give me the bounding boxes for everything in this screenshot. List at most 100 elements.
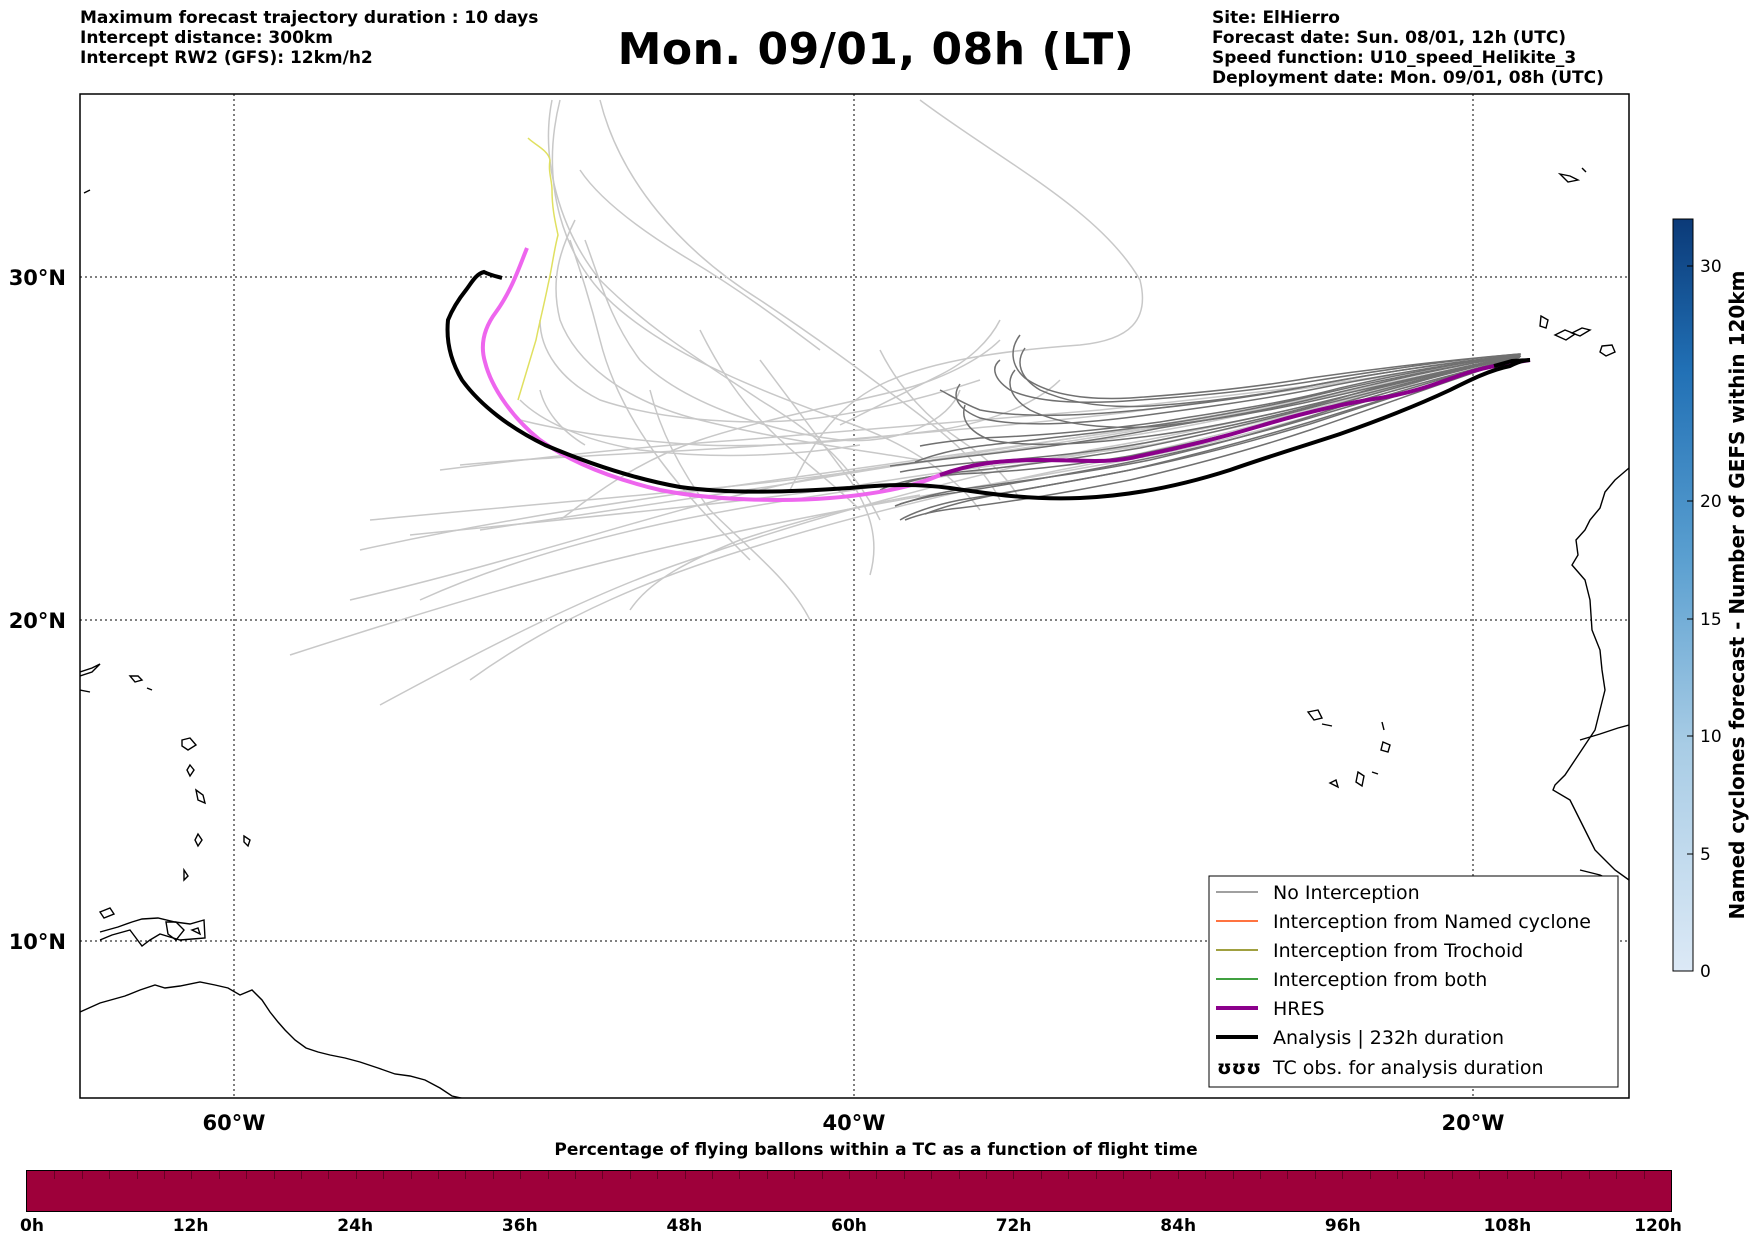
percentage-bar-division — [492, 1171, 494, 1179]
percentage-tick-12h: 12h — [172, 1216, 209, 1236]
percentage-bar-division — [355, 1171, 357, 1179]
legend-box — [1208, 875, 1619, 1088]
percentage-bar-division — [300, 1171, 302, 1179]
header-intercept-rw2: Intercept RW2 (GFS): 12km/h2 — [80, 48, 373, 68]
legend-label-trochoid: Interception from Trochoid — [1273, 940, 1523, 962]
island-cv-santo-antao — [1306, 709, 1324, 721]
island-barbados — [243, 834, 251, 848]
colorbar-tick-20: 20 — [1700, 492, 1722, 512]
island-puerto-rico — [128, 675, 144, 683]
coast-south-america — [80, 981, 465, 1098]
header-speed-function: Speed function: U10_speed_Helikite_3 — [1212, 48, 1577, 68]
legend-label-analysis: Analysis | 232h duration — [1273, 1027, 1504, 1049]
island-canary-gran — [1539, 314, 1549, 329]
lon-label-60w: 60°W — [203, 1111, 266, 1135]
percentage-bar-division — [465, 1171, 467, 1179]
percentage-bar-division — [1479, 1171, 1481, 1179]
header-site: Site: ElHierro — [1212, 8, 1340, 28]
header-forecast-date: Forecast date: Sun. 08/01, 12h (UTC) — [1212, 28, 1567, 48]
percentage-bar-division — [1588, 1171, 1590, 1179]
island-dominica — [186, 763, 195, 778]
percentage-bar-division — [1150, 1171, 1152, 1179]
percentage-bar-title: Percentage of flying ballons within a TC… — [554, 1140, 1198, 1160]
percentage-bar-division — [520, 1171, 522, 1179]
percentage-bar-division — [191, 1171, 193, 1179]
percentage-bar-division — [986, 1171, 987, 1179]
percentage-bar-division — [1177, 1171, 1179, 1179]
percentage-bar-division — [657, 1171, 659, 1179]
percentage-bar-division — [410, 1171, 412, 1179]
island-martinique — [194, 788, 207, 805]
percentage-tick-120h: 120h — [1634, 1216, 1682, 1236]
percentage-tick-36h: 36h — [501, 1216, 538, 1236]
colorbar-label: Named cyclones forecast - Number of GEFS… — [1725, 271, 1749, 920]
island-guadeloupe — [181, 737, 198, 751]
percentage-bar-division — [547, 1171, 549, 1179]
colorbar-ticks — [1687, 265, 1693, 972]
coast-africa-bissau — [1579, 724, 1629, 741]
island-cv-sao-vicente — [1321, 723, 1333, 727]
header-left-info: Maximum forecast trajectory duration : 1… — [80, 8, 538, 68]
percentage-bar-division — [574, 1171, 576, 1179]
latitude-labels: 30°N 20°N 10°N — [9, 266, 66, 954]
percentage-tick-48h: 48h — [666, 1216, 703, 1236]
island-madeira — [1557, 172, 1581, 183]
percentage-bar-division — [766, 1171, 768, 1179]
percentage-tick-60h: 60h — [831, 1216, 867, 1236]
header-right-info: Site: ElHierro Forecast date: Sun. 08/01… — [1212, 8, 1604, 88]
legend: No Interception Interception from Named … — [1208, 875, 1619, 1088]
island-cv-maio — [1371, 771, 1379, 775]
percentage-bar-division — [1369, 1171, 1371, 1179]
percentage-bar-division — [218, 1171, 220, 1179]
island-canary-tenerife — [1553, 329, 1577, 341]
lat-label-20n: 20°N — [9, 609, 66, 633]
percentage-tick-24h: 24h — [337, 1216, 374, 1236]
percentage-bar-division — [1643, 1171, 1645, 1179]
percentage-bar-division — [1040, 1171, 1042, 1179]
map-frame — [79, 93, 1630, 1099]
percentage-bar-division — [1424, 1171, 1426, 1179]
percentage-bar-division — [602, 1171, 604, 1179]
legend-symbol-tc-obs: ʊʊʊ — [1217, 1057, 1261, 1079]
percentage-bar-division — [1534, 1171, 1535, 1179]
island-porto-santo — [1581, 167, 1587, 173]
coast-caribbean-small — [80, 689, 91, 693]
colorbar-tick-0: 0 — [1700, 962, 1711, 982]
percentage-bar-division — [1095, 1171, 1097, 1179]
percentage-bar-division — [1232, 1171, 1234, 1179]
percentage-bar-division — [1506, 1171, 1508, 1179]
lat-label-30n: 30°N — [9, 266, 66, 290]
coast-cuba-edge — [80, 663, 101, 677]
percentage-bar-division — [273, 1171, 275, 1179]
percentage-bar-division — [1342, 1171, 1344, 1179]
colorbar-tick-30: 30 — [1700, 257, 1722, 277]
percentage-tick-108h: 108h — [1483, 1216, 1532, 1236]
percentage-bar-division — [794, 1171, 796, 1179]
ensemble-trajectories — [289, 99, 1473, 706]
header-intercept-distance: Intercept distance: 300km — [80, 28, 333, 48]
island-cv-boavista — [1380, 741, 1391, 753]
island-cv-fogo — [1328, 778, 1340, 789]
coast-africa — [1552, 467, 1629, 881]
colorbar: 0 5 10 15 20 30 Named cyclones forecast … — [1672, 218, 1749, 982]
percentage-bar-division — [163, 1171, 165, 1179]
island-trinidad — [165, 921, 185, 941]
percentage-bar-division — [684, 1171, 686, 1179]
coast-venezuela-bay — [99, 917, 206, 947]
lon-label-20w: 20°W — [1442, 1111, 1505, 1135]
legend-label-both: Interception from both — [1273, 969, 1487, 991]
percentage-bar-division — [109, 1171, 111, 1179]
coastlines — [80, 167, 1629, 1098]
percentage-tick-72h: 72h — [995, 1216, 1032, 1236]
percentage-bar-division — [1314, 1171, 1316, 1179]
page-title: Mon. 09/01, 08h (LT) — [617, 24, 1135, 75]
percentage-bar-division — [958, 1171, 960, 1179]
island-curacao — [98, 907, 116, 919]
percentage-bar-division — [1013, 1171, 1015, 1179]
hres-trajectory-early — [480, 247, 941, 502]
colorbar-gradient — [1672, 218, 1694, 972]
percentage-bar-division — [849, 1171, 850, 1179]
percentage-bar-division — [136, 1171, 138, 1179]
percentage-bar-division — [1205, 1171, 1207, 1179]
